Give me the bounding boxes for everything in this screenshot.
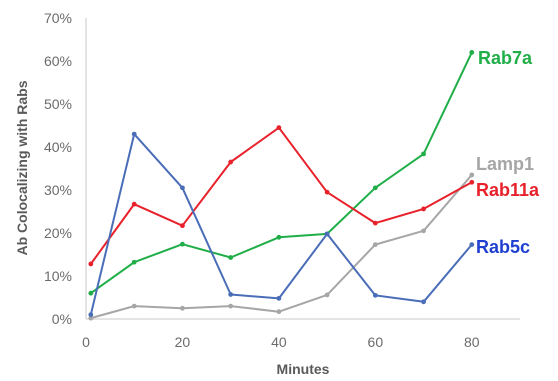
data-point-rab5c — [131, 131, 137, 137]
y-tick-label: 0% — [52, 311, 72, 327]
series-rab11a — [88, 125, 475, 267]
data-point-rab11a — [421, 206, 426, 212]
x-tick-label: 0 — [82, 334, 90, 350]
y-tick-label: 60% — [44, 53, 72, 69]
data-point-rab11a — [469, 179, 475, 185]
axes — [85, 18, 520, 320]
series-label-rab11a: Rab11a — [476, 180, 540, 200]
x-tick-labels: 0 20 40 60 80 — [82, 334, 480, 350]
data-point-lamp1 — [469, 172, 475, 178]
x-tick-label: 40 — [271, 334, 287, 350]
data-point-lamp1 — [421, 228, 426, 234]
y-tick-labels: 0% 10% 20% 30% 40% 50% 60% 70% — [44, 10, 72, 327]
series-line-rab7a — [89, 51, 473, 295]
data-point-rab5c — [421, 299, 426, 305]
data-point-lamp1 — [131, 303, 137, 309]
data-point-rab5c — [228, 292, 234, 297]
data-point-rab5c — [276, 295, 282, 301]
y-tick-label: 70% — [44, 10, 72, 26]
y-tick-label: 10% — [44, 268, 72, 284]
data-point-lamp1 — [372, 242, 378, 248]
y-tick-label: 20% — [44, 225, 72, 241]
y-axis-title: Ab Colocalizing with Rabs — [14, 80, 30, 255]
series-label-rab7a: Rab7a — [478, 48, 533, 68]
data-point-rab11a — [88, 261, 94, 267]
series-rab5c — [88, 131, 475, 318]
x-tick-label: 80 — [464, 334, 480, 350]
data-point-rab7a — [228, 255, 234, 260]
data-point-lamp1 — [228, 303, 234, 309]
data-point-rab7a — [421, 151, 426, 157]
data-point-rab11a — [372, 220, 378, 226]
data-point-rab7a — [131, 259, 137, 265]
x-tick-label: 20 — [175, 334, 191, 350]
data-point-rab7a — [180, 241, 185, 247]
series-labels: Rab7a Lamp1 Rab11a Rab5c — [476, 48, 540, 257]
data-point-rab5c — [372, 292, 378, 298]
data-point-rab11a — [276, 125, 282, 131]
data-point-rab5c — [469, 242, 475, 248]
data-point-rab7a — [276, 234, 282, 240]
data-point-rab5c — [88, 312, 94, 318]
data-point-lamp1 — [324, 292, 330, 298]
y-tick-label: 30% — [44, 182, 72, 198]
data-point-lamp1 — [180, 305, 185, 311]
data-point-rab7a — [469, 50, 475, 55]
series-lines — [88, 50, 475, 321]
x-tick-label: 60 — [368, 334, 384, 350]
data-point-rab11a — [180, 223, 185, 229]
y-tick-label: 40% — [44, 139, 72, 155]
data-point-rab7a — [372, 185, 378, 191]
series-lamp1 — [88, 172, 475, 321]
series-label-lamp1: Lamp1 — [476, 154, 534, 174]
series-label-rab5c: Rab5c — [476, 237, 530, 257]
data-point-rab5c — [324, 231, 330, 237]
data-point-rab5c — [180, 185, 185, 191]
data-point-rab11a — [228, 159, 234, 165]
series-rab7a — [88, 50, 475, 296]
data-point-rab11a — [324, 189, 330, 195]
data-point-rab7a — [88, 290, 94, 296]
data-point-rab11a — [131, 201, 137, 207]
data-point-lamp1 — [88, 315, 94, 321]
data-point-lamp1 — [276, 309, 282, 315]
x-axis-title: Minutes — [277, 361, 330, 377]
y-tick-label: 50% — [44, 96, 72, 112]
